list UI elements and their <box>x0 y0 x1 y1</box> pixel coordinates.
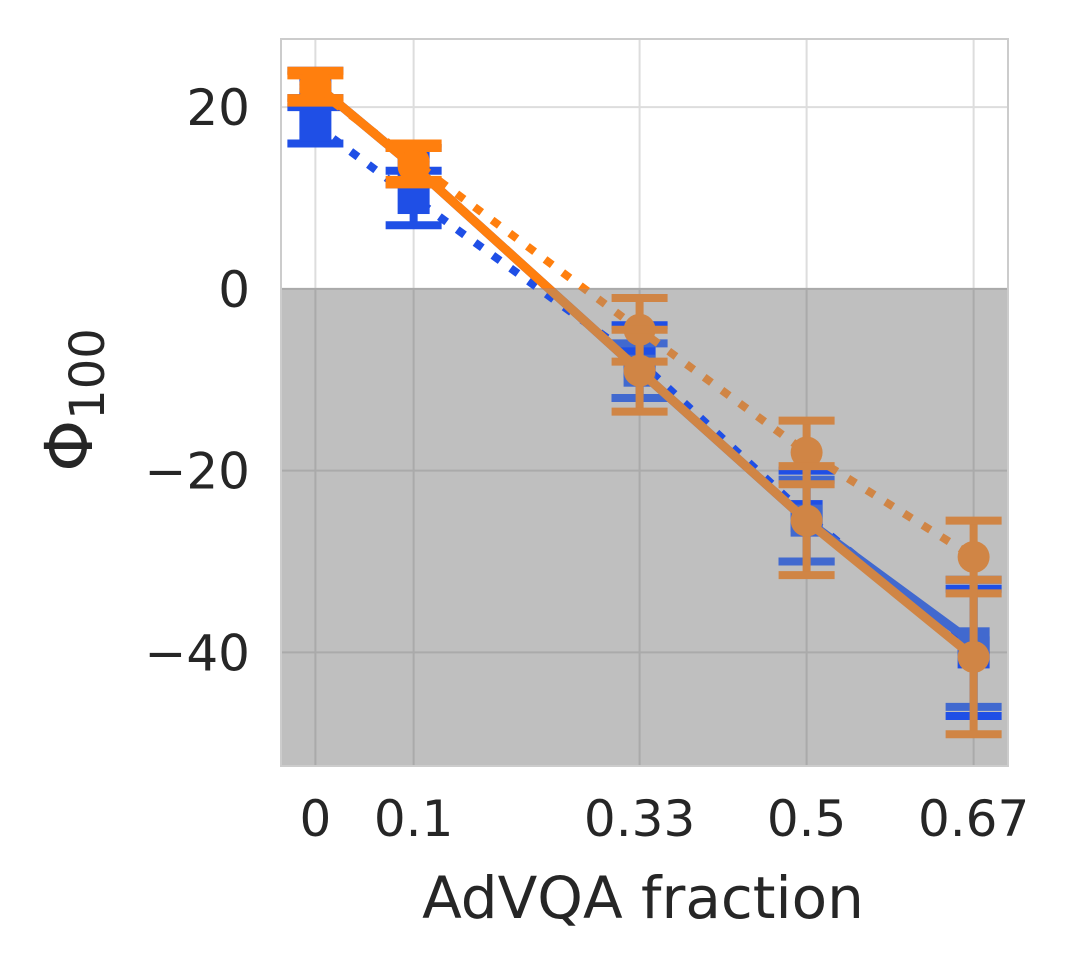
y-tick-label: 20 <box>186 79 250 137</box>
data-point <box>299 68 332 101</box>
svg-text:Φ100: Φ100 <box>31 328 116 472</box>
series-orange-solid-lower <box>542 288 1002 739</box>
series-line <box>312 80 556 289</box>
series-above-zero <box>287 66 592 289</box>
x-axis-label: AdVQA fraction <box>422 864 864 932</box>
data-point <box>957 640 990 673</box>
y-tick-label: −40 <box>144 624 250 682</box>
data-point <box>790 436 823 469</box>
y-axis-label-symbol: Φ <box>31 420 108 472</box>
tick-labels: 0 0.1 0.33 0.5 0.67 20 0 −20 −40 <box>144 79 1029 848</box>
data-point <box>397 150 430 183</box>
x-tick-label: 0.67 <box>918 790 1029 848</box>
data-point <box>623 354 656 387</box>
series-orange-solid-upper <box>287 66 556 289</box>
data-point <box>299 109 332 142</box>
plot-frame <box>280 38 1009 767</box>
series-below-zero <box>532 288 1002 739</box>
x-tick-label: 0.5 <box>767 790 847 848</box>
x-tick-label: 0.1 <box>374 790 454 848</box>
x-tick-label: 0.33 <box>584 790 695 848</box>
x-tick-label: 0 <box>299 790 331 848</box>
data-point <box>790 504 823 537</box>
data-point <box>957 540 990 573</box>
y-axis-label: Φ100 <box>31 328 116 472</box>
series-layer <box>287 66 1002 739</box>
y-tick-label: −20 <box>144 443 250 501</box>
y-tick-label: 0 <box>218 261 250 319</box>
y-axis-label-subscript: 100 <box>60 328 116 420</box>
